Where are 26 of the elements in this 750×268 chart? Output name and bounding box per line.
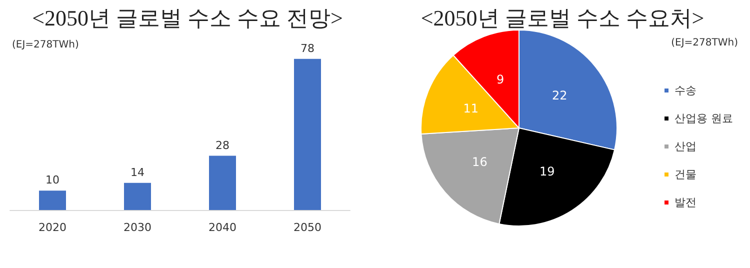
- text: (EJ=278TWh): [12, 40, 79, 50]
- x-tick-label: 2030: [124, 221, 152, 234]
- legend-label: 건물: [674, 168, 697, 181]
- bar: [39, 190, 66, 210]
- legend-label: 산업용 원료: [674, 112, 734, 125]
- legend-label: 수송: [674, 84, 697, 97]
- x-tick-label: 2040: [208, 221, 236, 234]
- text: (EJ=278TWh): [671, 38, 738, 48]
- x-tick-label: 2050: [294, 221, 322, 234]
- data-label: 11: [463, 101, 478, 116]
- bar: [209, 156, 236, 210]
- data-label: 22: [552, 88, 568, 103]
- chart-title: <2050년 글로벌 수소 수요 전망>: [32, 6, 343, 30]
- legend-label: 발전: [674, 196, 697, 209]
- data-label: 10: [46, 174, 60, 187]
- bar: [124, 182, 151, 210]
- data-label: 19: [539, 164, 555, 179]
- bar: [294, 58, 321, 210]
- chart-title: <2050년 글로벌 수소 수요처>: [420, 6, 704, 30]
- data-label: 16: [472, 155, 488, 170]
- data-label: 78: [300, 42, 314, 55]
- legend-label: 산업: [674, 140, 697, 153]
- x-tick-label: 2020: [38, 221, 66, 234]
- data-label: 28: [216, 138, 230, 152]
- data-label: 14: [130, 166, 144, 179]
- data-label: 9: [496, 72, 504, 86]
